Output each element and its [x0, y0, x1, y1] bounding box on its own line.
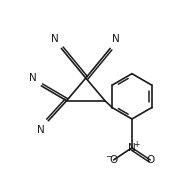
Text: N: N [29, 73, 37, 83]
Text: N: N [37, 125, 45, 135]
Text: N: N [112, 34, 120, 44]
Text: +: + [133, 140, 139, 149]
Text: −: − [105, 152, 112, 161]
Text: O: O [146, 155, 154, 165]
Text: N: N [51, 34, 59, 44]
Text: O: O [110, 155, 118, 165]
Text: N: N [128, 143, 136, 153]
